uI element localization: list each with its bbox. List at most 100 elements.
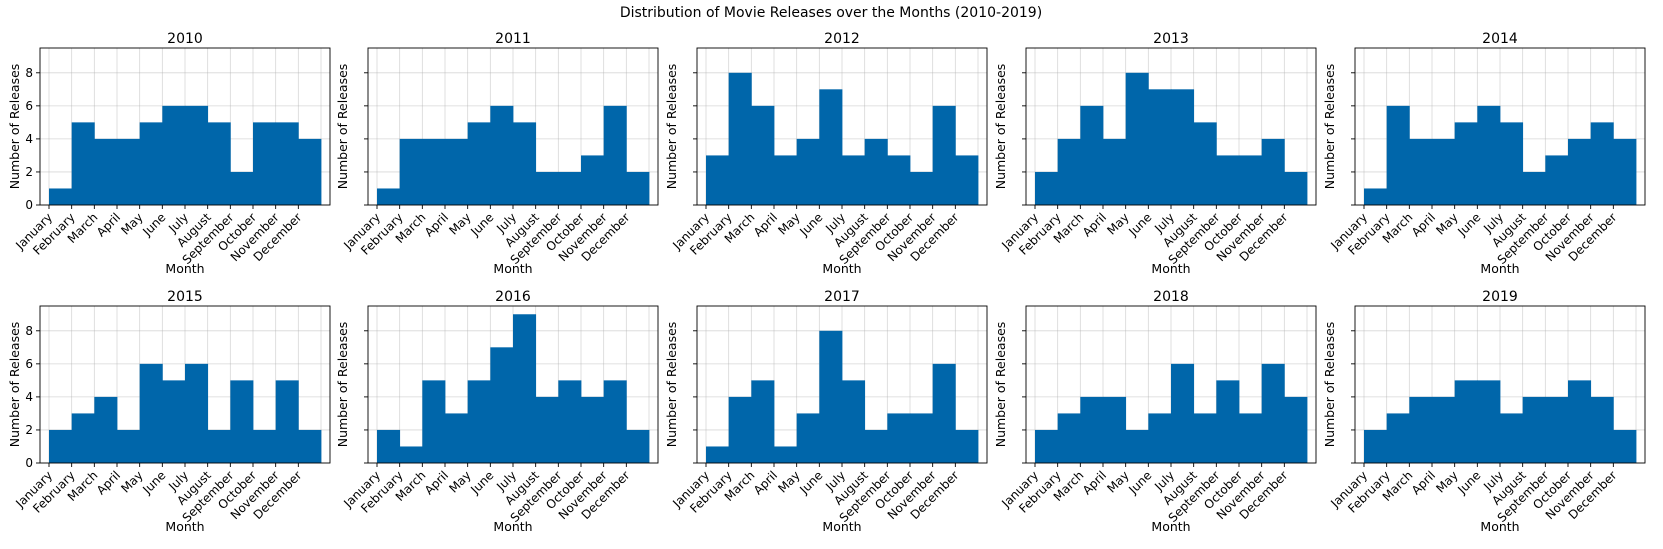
- bar-july: [185, 105, 209, 205]
- ytick-label: 4: [25, 390, 33, 404]
- bar-february: [71, 122, 95, 205]
- xtick-label: June: [1454, 210, 1483, 239]
- bar-july: [1171, 89, 1195, 205]
- x-axis-label: Month: [1480, 519, 1519, 534]
- bar-november: [1261, 363, 1285, 463]
- bar-january: [706, 155, 730, 205]
- bar-december: [626, 429, 650, 463]
- bar-march: [1409, 138, 1433, 205]
- bar-march: [94, 138, 118, 205]
- y-axis-label: Number of Releases: [993, 322, 1008, 448]
- subplot-title: 2018: [1153, 289, 1189, 305]
- bar-september: [1216, 155, 1240, 205]
- bar-april: [1432, 138, 1456, 205]
- bar-november: [1590, 122, 1614, 205]
- bar-september: [230, 171, 254, 205]
- bar-october: [1239, 155, 1263, 205]
- subplot-grid: 201002468JanuaryFebruaryMarchAprilMayJun…: [7, 31, 1646, 534]
- subplot-2015: 201502468JanuaryFebruaryMarchAprilMayJun…: [7, 289, 331, 534]
- bar-november: [1590, 396, 1614, 463]
- ytick-label: 4: [25, 132, 33, 146]
- bar-july: [513, 314, 537, 463]
- bar-may: [467, 122, 491, 205]
- bar-february: [728, 72, 752, 205]
- xtick-label: June: [139, 210, 168, 239]
- xtick-label: May: [1433, 468, 1460, 495]
- xtick-label: April: [751, 468, 780, 497]
- y-axis-label: Number of Releases: [335, 322, 350, 448]
- bar-october: [910, 171, 934, 205]
- bar-january: [49, 429, 73, 463]
- xtick-label: June: [1125, 210, 1154, 239]
- bar-august: [1522, 171, 1546, 205]
- ytick-label: 0: [25, 456, 33, 470]
- xtick-label: May: [118, 468, 145, 495]
- xtick-label: April: [422, 210, 451, 239]
- bar-june: [490, 347, 514, 463]
- bar-october: [581, 155, 605, 205]
- bar-may: [139, 363, 163, 463]
- bar-august: [1193, 413, 1217, 463]
- bar-may: [1125, 72, 1149, 205]
- x-axis-label: Month: [493, 261, 532, 276]
- xtick-label: June: [796, 468, 825, 497]
- bar-april: [117, 429, 141, 463]
- bar-october: [1239, 413, 1263, 463]
- bar-july: [1500, 413, 1524, 463]
- bar-february: [399, 138, 423, 205]
- bar-may: [796, 413, 820, 463]
- xtick-label: May: [446, 210, 473, 237]
- bar-june: [1477, 105, 1501, 205]
- bar-june: [1148, 413, 1172, 463]
- bar-march: [751, 380, 775, 463]
- subplot-2016: 2016JanuaryFebruaryMarchAprilMayJuneJuly…: [335, 289, 659, 534]
- ytick-label: 6: [25, 99, 33, 113]
- bar-august: [864, 138, 888, 205]
- x-axis-label: Month: [822, 519, 861, 534]
- bar-may: [139, 122, 163, 205]
- bar-september: [887, 155, 911, 205]
- bar-october: [1568, 138, 1592, 205]
- bar-february: [1386, 105, 1410, 205]
- x-axis-label: Month: [493, 519, 532, 534]
- figure-title: Distribution of Movie Releases over the …: [620, 5, 1042, 21]
- x-axis-label: Month: [165, 519, 204, 534]
- xtick-label: April: [94, 468, 123, 497]
- ytick-label: 8: [25, 324, 33, 338]
- bar-june: [162, 380, 186, 463]
- bar-january: [377, 188, 401, 205]
- bar-november: [603, 105, 627, 205]
- bar-november: [275, 380, 299, 463]
- y-axis-label: Number of Releases: [993, 64, 1008, 190]
- x-axis-label: Month: [1480, 261, 1519, 276]
- bar-september: [1545, 396, 1569, 463]
- bar-april: [774, 446, 798, 463]
- xtick-label: April: [422, 468, 451, 497]
- ytick-label: 2: [25, 165, 33, 179]
- xtick-label: May: [775, 210, 802, 237]
- bar-july: [1500, 122, 1524, 205]
- xtick-label: June: [1454, 468, 1483, 497]
- bar-july: [1171, 363, 1195, 463]
- bar-may: [1454, 380, 1478, 463]
- subplot-2012: 2012JanuaryFebruaryMarchAprilMayJuneJuly…: [664, 31, 988, 276]
- bar-january: [377, 429, 401, 463]
- bar-april: [1432, 396, 1456, 463]
- y-axis-label: Number of Releases: [664, 322, 679, 448]
- bar-july: [842, 155, 866, 205]
- bar-december: [298, 429, 322, 463]
- subplot-title: 2017: [824, 289, 860, 305]
- ytick-label: 0: [25, 198, 33, 212]
- bar-may: [467, 380, 491, 463]
- bar-december: [1284, 171, 1308, 205]
- bar-march: [751, 105, 775, 205]
- bar-march: [422, 380, 446, 463]
- bar-july: [513, 122, 537, 205]
- bar-november: [932, 105, 956, 205]
- bar-may: [1125, 429, 1149, 463]
- y-axis-label: Number of Releases: [7, 322, 22, 448]
- bar-february: [1386, 413, 1410, 463]
- bar-august: [207, 429, 231, 463]
- xtick-label: April: [751, 210, 780, 239]
- subplot-2019: 2019JanuaryFebruaryMarchAprilMayJuneJuly…: [1322, 289, 1646, 534]
